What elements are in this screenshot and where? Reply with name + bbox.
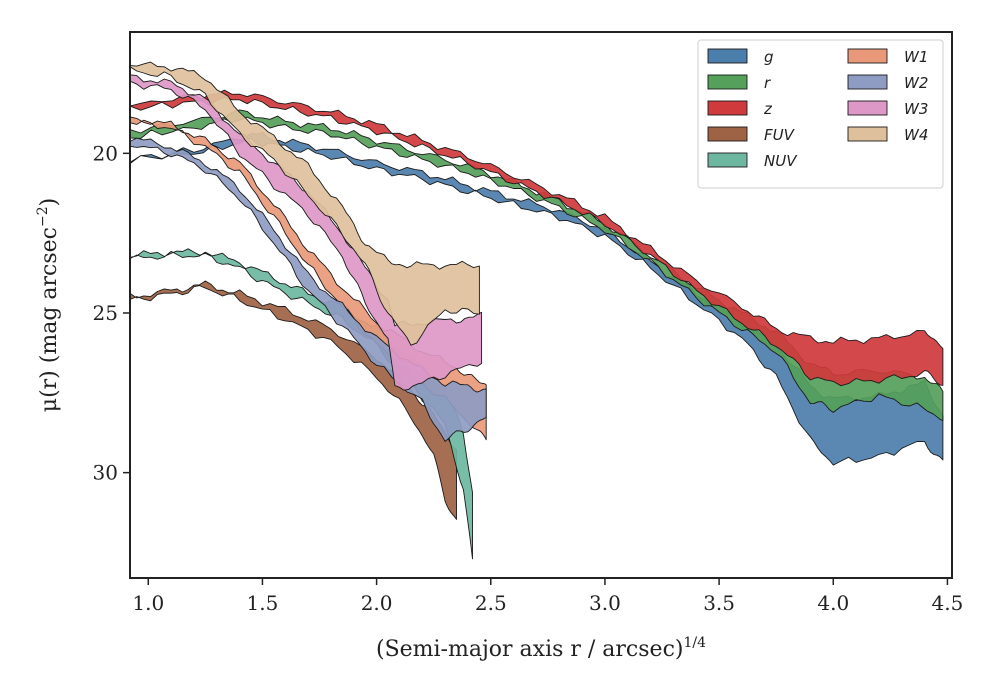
series-bands	[129, 61, 944, 560]
series-band-r	[129, 109, 944, 422]
y-axis-label: μ(r) (mag arcsec−2)	[35, 198, 62, 412]
legend-label-fuv: FUV	[764, 126, 796, 144]
legend-label-z: z	[763, 100, 773, 118]
x-axis-ticks: 1.0 1.5 2.0 2.5 3.0 3.5 4.0 4.5	[132, 578, 963, 615]
series-band-fuv	[129, 280, 457, 520]
x-axis-label-superscript: 1/4	[683, 635, 706, 651]
legend-swatch-w4	[847, 126, 888, 142]
legend-label-w1: W1	[904, 48, 928, 66]
y-axis-label-superscript: −2	[35, 206, 51, 227]
legend-swatch-fuv	[707, 126, 748, 142]
series-band-z	[129, 89, 944, 387]
legend: grz FUV NUV W1 W2 W3 W4	[697, 39, 944, 189]
x-tick-label: 3.0	[589, 591, 621, 615]
y-axis-ticks: 20 25 30	[93, 141, 130, 485]
y-axis-label-text: μ(r) (mag arcsec	[37, 227, 62, 412]
legend-swatch-w2	[847, 74, 888, 90]
y-tick-label: 20	[93, 141, 118, 165]
y-tick-label: 25	[93, 301, 118, 325]
y-tick-label: 30	[93, 461, 118, 485]
series-band-w4	[129, 61, 480, 346]
series-band-w3	[129, 74, 483, 391]
legend-swatch-w1	[847, 48, 888, 64]
x-axis-label-text: (Semi-major axis r / arcsec)	[376, 637, 683, 662]
legend-label-r: r	[764, 74, 771, 92]
x-tick-label: 2.0	[361, 591, 393, 615]
x-axis-label: (Semi-major axis r / arcsec)1/4	[376, 635, 706, 662]
plot-frame	[129, 31, 953, 579]
series-band-nuv	[129, 248, 473, 560]
legend-swatch-r	[707, 74, 748, 90]
x-tick-label: 3.5	[703, 591, 735, 615]
y-axis-label-end: )	[37, 198, 62, 207]
legend-label-w2: W2	[904, 74, 928, 92]
legend-label-nuv: NUV	[764, 152, 798, 170]
legend-label-w3: W3	[904, 100, 928, 118]
series-band-g	[129, 132, 944, 466]
x-tick-label: 2.5	[475, 591, 507, 615]
legend-swatch-z	[707, 100, 748, 116]
x-tick-label: 1.0	[132, 591, 164, 615]
legend-swatch-g	[707, 48, 748, 64]
legend-label-w4: W4	[904, 126, 928, 144]
x-tick-label: 1.5	[247, 591, 279, 615]
legend-label-g: g	[764, 48, 774, 66]
x-tick-label: 4.5	[932, 591, 964, 615]
legend-swatch-w3	[847, 100, 888, 116]
legend-swatch-nuv	[707, 152, 748, 168]
x-tick-label: 4.0	[817, 591, 849, 615]
